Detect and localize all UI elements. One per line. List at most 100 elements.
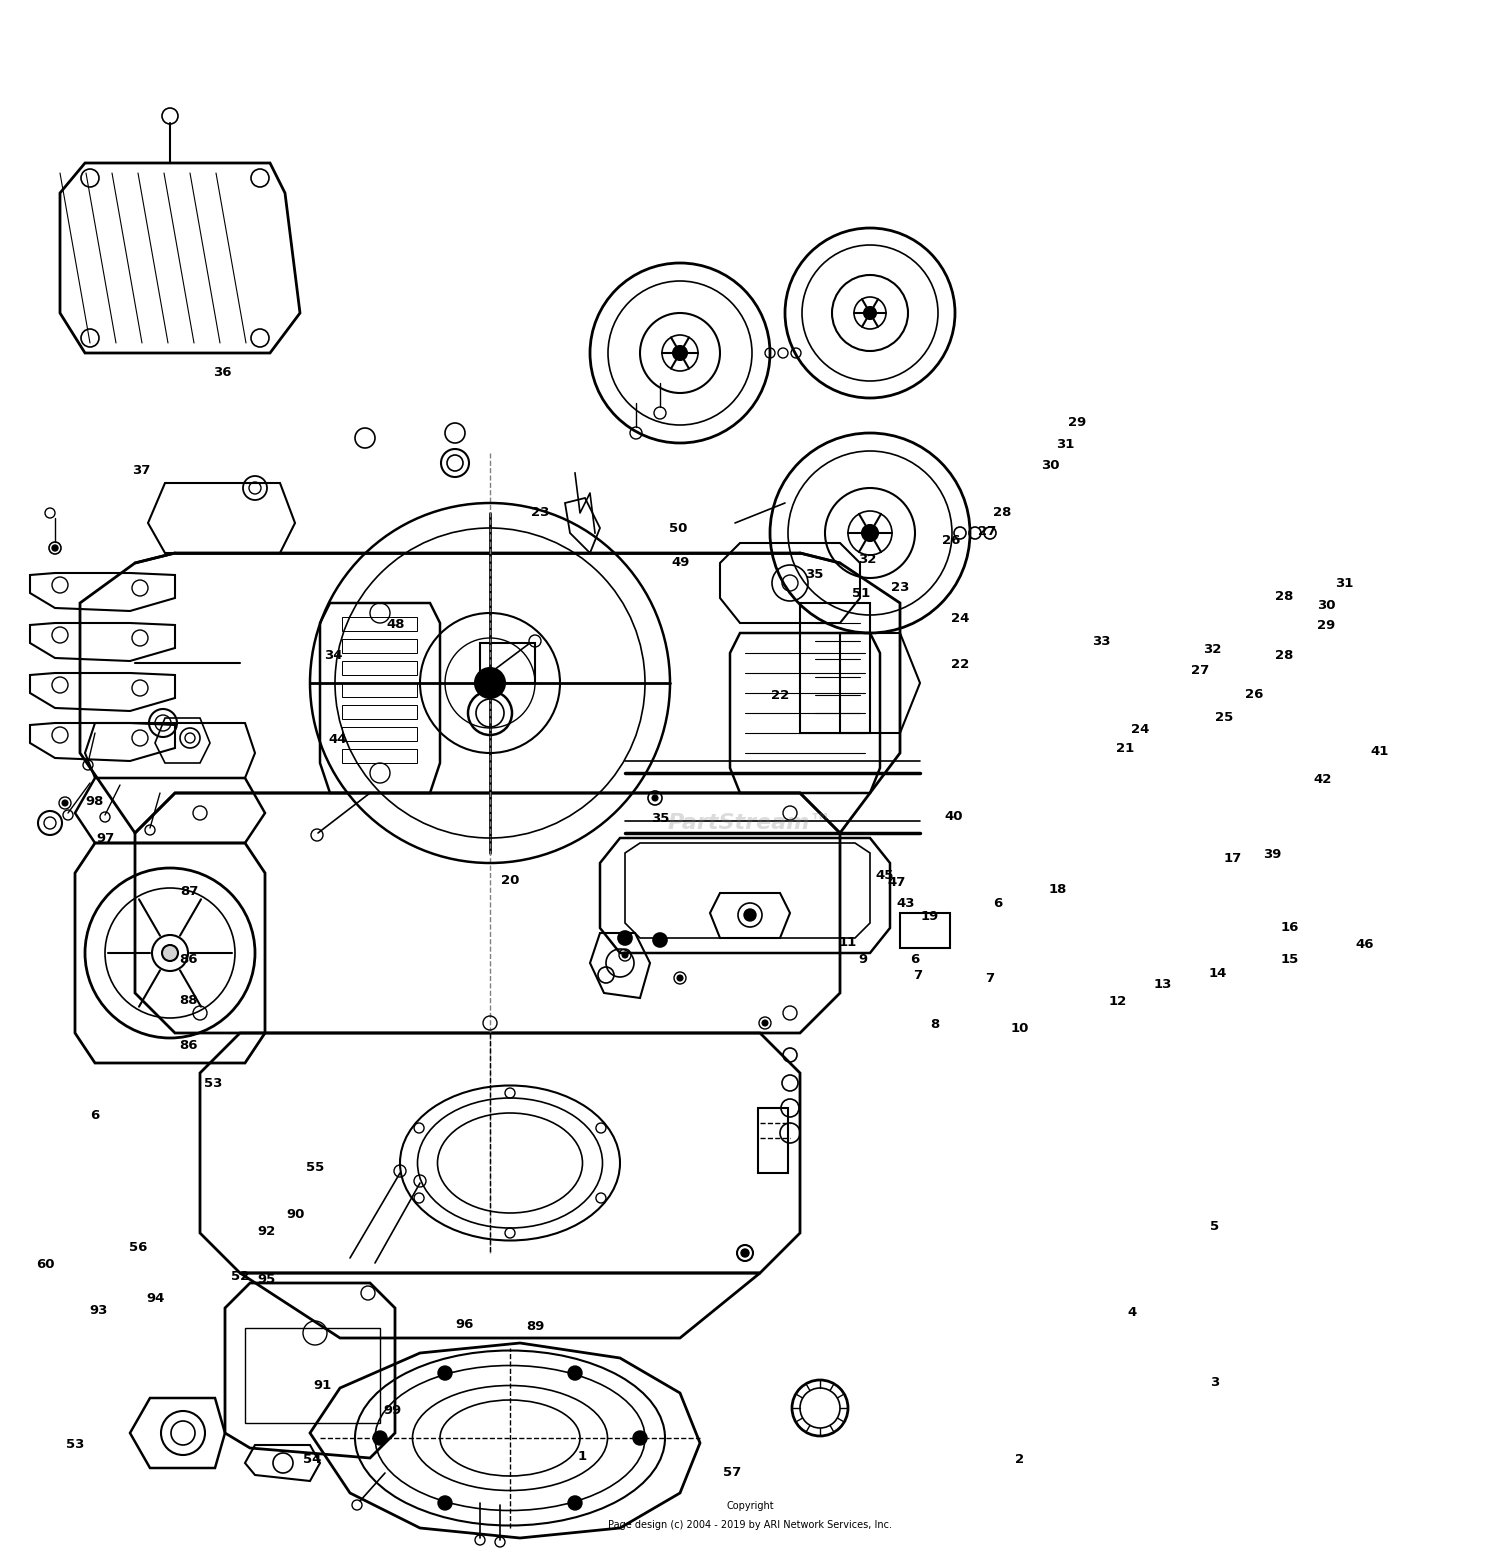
Circle shape bbox=[438, 1367, 452, 1381]
Text: 24: 24 bbox=[1131, 724, 1149, 736]
Text: 21: 21 bbox=[1116, 742, 1134, 755]
Text: 48: 48 bbox=[387, 618, 405, 631]
Text: 26: 26 bbox=[942, 534, 960, 547]
Circle shape bbox=[568, 1496, 582, 1510]
Text: 99: 99 bbox=[384, 1404, 402, 1416]
Text: 30: 30 bbox=[1041, 460, 1059, 472]
Text: 47: 47 bbox=[888, 876, 906, 888]
Text: 6: 6 bbox=[993, 898, 1002, 910]
Text: 41: 41 bbox=[1371, 745, 1389, 758]
Text: 89: 89 bbox=[526, 1320, 544, 1332]
Text: 7: 7 bbox=[914, 969, 922, 981]
Text: 37: 37 bbox=[132, 464, 150, 477]
Text: 46: 46 bbox=[1356, 938, 1374, 950]
Text: 43: 43 bbox=[897, 898, 915, 910]
Circle shape bbox=[618, 930, 632, 944]
Text: 28: 28 bbox=[1275, 649, 1293, 662]
Text: 44: 44 bbox=[328, 733, 346, 745]
Text: 2: 2 bbox=[1016, 1454, 1025, 1466]
Text: 5: 5 bbox=[1210, 1221, 1219, 1233]
Text: 55: 55 bbox=[306, 1162, 324, 1174]
Text: 28: 28 bbox=[1275, 590, 1293, 603]
Text: Copyright: Copyright bbox=[726, 1502, 774, 1511]
Text: 8: 8 bbox=[930, 1019, 939, 1031]
Text: 31: 31 bbox=[1056, 438, 1074, 450]
Circle shape bbox=[633, 1430, 646, 1444]
Bar bbox=[342, 705, 417, 719]
Circle shape bbox=[864, 307, 876, 318]
Text: 51: 51 bbox=[852, 587, 870, 599]
Text: 3: 3 bbox=[1210, 1376, 1219, 1388]
Text: 27: 27 bbox=[1191, 665, 1209, 677]
Text: 40: 40 bbox=[945, 811, 963, 823]
Circle shape bbox=[674, 346, 687, 360]
Text: 91: 91 bbox=[314, 1379, 332, 1391]
Bar bbox=[900, 913, 950, 947]
Circle shape bbox=[568, 1367, 582, 1381]
Text: 27: 27 bbox=[978, 525, 996, 537]
Text: 34: 34 bbox=[324, 649, 342, 662]
Circle shape bbox=[62, 800, 68, 806]
Text: 22: 22 bbox=[951, 658, 969, 671]
Text: 50: 50 bbox=[669, 522, 687, 534]
Text: 57: 57 bbox=[723, 1466, 741, 1478]
Text: 7: 7 bbox=[986, 972, 994, 985]
Text: 6: 6 bbox=[910, 954, 920, 966]
Text: 12: 12 bbox=[1108, 995, 1126, 1008]
Text: 53: 53 bbox=[204, 1078, 222, 1090]
Text: 22: 22 bbox=[771, 690, 789, 702]
Circle shape bbox=[652, 933, 668, 947]
Circle shape bbox=[744, 909, 756, 921]
Text: 4: 4 bbox=[1128, 1306, 1137, 1318]
Text: 31: 31 bbox=[1335, 578, 1353, 590]
Text: 1: 1 bbox=[578, 1451, 586, 1463]
Text: 95: 95 bbox=[258, 1273, 276, 1286]
Text: 19: 19 bbox=[921, 910, 939, 922]
Text: 88: 88 bbox=[180, 994, 198, 1006]
Text: 16: 16 bbox=[1281, 921, 1299, 933]
Text: 35: 35 bbox=[806, 568, 824, 581]
Text: 10: 10 bbox=[1011, 1022, 1029, 1034]
Text: 9: 9 bbox=[858, 954, 867, 966]
Text: 39: 39 bbox=[1263, 848, 1281, 860]
Text: 60: 60 bbox=[36, 1258, 54, 1270]
Text: 45: 45 bbox=[876, 870, 894, 882]
Bar bbox=[342, 683, 417, 697]
Text: 56: 56 bbox=[129, 1241, 147, 1253]
Text: 15: 15 bbox=[1281, 954, 1299, 966]
Text: 93: 93 bbox=[90, 1305, 108, 1317]
Circle shape bbox=[652, 795, 658, 801]
Circle shape bbox=[862, 525, 877, 540]
Text: 54: 54 bbox=[303, 1454, 321, 1466]
Circle shape bbox=[622, 952, 628, 958]
Text: 14: 14 bbox=[1209, 968, 1227, 980]
Text: 30: 30 bbox=[1317, 599, 1335, 612]
Text: 20: 20 bbox=[501, 874, 519, 887]
Text: 26: 26 bbox=[1245, 688, 1263, 700]
Text: 29: 29 bbox=[1317, 620, 1335, 632]
Text: 13: 13 bbox=[1154, 978, 1172, 991]
Text: 94: 94 bbox=[147, 1292, 165, 1305]
Text: 96: 96 bbox=[456, 1318, 474, 1331]
Bar bbox=[342, 617, 417, 631]
Text: 32: 32 bbox=[858, 553, 876, 565]
Text: 87: 87 bbox=[180, 885, 198, 898]
Text: 49: 49 bbox=[672, 556, 690, 568]
Circle shape bbox=[374, 1430, 387, 1444]
Circle shape bbox=[762, 1020, 768, 1027]
Text: 86: 86 bbox=[180, 954, 198, 966]
Text: 25: 25 bbox=[1215, 711, 1233, 724]
Text: 36: 36 bbox=[213, 367, 231, 379]
Text: Page design (c) 2004 - 2019 by ARI Network Services, Inc.: Page design (c) 2004 - 2019 by ARI Netwo… bbox=[608, 1520, 892, 1530]
Text: 18: 18 bbox=[1048, 884, 1066, 896]
Circle shape bbox=[676, 975, 682, 981]
Circle shape bbox=[162, 944, 178, 961]
Text: 98: 98 bbox=[86, 795, 104, 808]
Bar bbox=[244, 1328, 380, 1423]
Text: 32: 32 bbox=[1203, 643, 1221, 655]
Text: 11: 11 bbox=[839, 936, 856, 949]
Bar bbox=[342, 749, 417, 763]
Text: PartStream™: PartStream™ bbox=[668, 814, 832, 832]
Bar bbox=[342, 662, 417, 676]
Text: 29: 29 bbox=[1068, 416, 1086, 429]
